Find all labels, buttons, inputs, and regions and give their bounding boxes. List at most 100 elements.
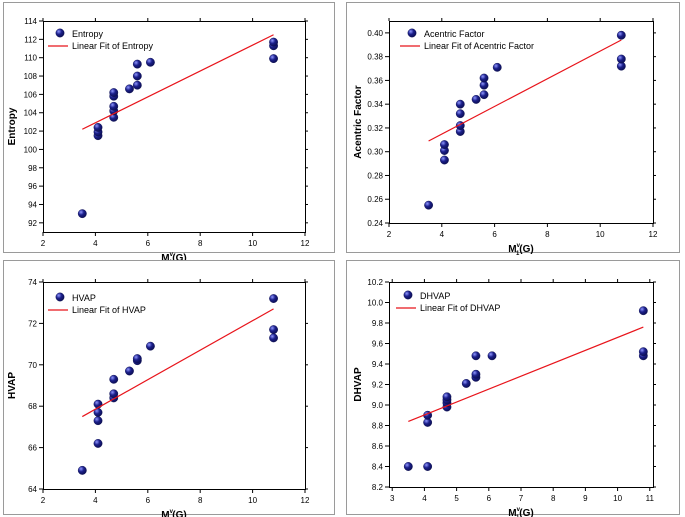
data-point xyxy=(109,374,119,384)
data-point xyxy=(109,88,119,97)
y-tick-label: 0.32 xyxy=(367,124,383,133)
x-tick-label: 11 xyxy=(646,494,655,503)
chart-panel-entropy: 2 4 6 8 10 12 92 94 96 98 100 102 104 106 108 110 112 114… xyxy=(3,2,335,266)
plot-area-border xyxy=(43,282,306,490)
y-tick-label: 8.2 xyxy=(372,483,384,492)
y-tick-label: 0.28 xyxy=(367,171,383,180)
x-tick-label: 6 xyxy=(492,230,497,239)
fit-line xyxy=(408,326,644,422)
x-tick-label: 6 xyxy=(146,496,151,505)
plot-area-border xyxy=(389,21,654,224)
y-tick-label: 94 xyxy=(28,200,37,209)
x-tick-label: 12 xyxy=(301,239,310,248)
fit-line xyxy=(82,34,274,130)
panel-frame xyxy=(3,2,335,253)
x-axis-label-suffix: (G) xyxy=(519,508,533,517)
data-point xyxy=(616,30,626,40)
legend-label-points: DHVAP xyxy=(420,291,450,301)
panel-frame xyxy=(3,260,335,515)
x-tick-label: 8 xyxy=(198,239,203,248)
y-tick-label: 72 xyxy=(28,319,37,328)
x-axis-label: Mv1(G) xyxy=(161,509,186,517)
data-point xyxy=(479,90,489,100)
data-point xyxy=(461,379,471,388)
x-axis-label-sub: 1 xyxy=(516,515,520,517)
x-tick-label: 9 xyxy=(583,494,588,503)
x-axis-label-suffix: (G) xyxy=(172,253,186,264)
x-tick-label: 4 xyxy=(422,494,427,503)
y-tick-label: 9.2 xyxy=(372,381,384,390)
y-tick-label: 98 xyxy=(28,164,37,173)
legend-label-fit: Linear Fit of Entropy xyxy=(72,41,154,51)
data-point xyxy=(125,366,134,376)
y-tick-label: 9.4 xyxy=(372,360,384,369)
panel-frame xyxy=(346,260,680,515)
y-tick-label: 70 xyxy=(28,361,37,370)
data-point xyxy=(423,462,433,471)
x-tick-label: 4 xyxy=(93,496,98,505)
y-tick-label: 9.0 xyxy=(372,401,384,410)
x-tick-label: 12 xyxy=(649,230,658,239)
legend-label-points: Acentric Factor xyxy=(424,29,485,39)
data-point xyxy=(442,392,452,402)
y-tick-label: 112 xyxy=(24,35,37,44)
chart-panel-dhvap: 3 4 5 6 7 8 9 10 11 8.2 8.4 8.6 8.8 9.0 9.2 9.4 9.6 9.8 10… xyxy=(346,260,680,517)
y-tick-label: 66 xyxy=(28,444,37,453)
data-point xyxy=(146,57,155,67)
legend-marker-points xyxy=(407,28,417,38)
x-axis-label-sup: v xyxy=(170,509,174,515)
x-axis-label-sub: 1 xyxy=(516,251,520,257)
y-tick-label: 0.30 xyxy=(367,148,383,157)
x-tick-label: 4 xyxy=(440,230,445,239)
data-point xyxy=(93,123,103,132)
y-tick-label: 108 xyxy=(24,72,38,81)
y-tick-label: 0.26 xyxy=(367,195,383,204)
panel-frame xyxy=(346,2,680,253)
y-tick-label: 106 xyxy=(24,90,38,99)
y-axis-label: Entropy xyxy=(7,107,18,145)
y-tick-label: 0.24 xyxy=(367,219,383,228)
data-point xyxy=(424,200,433,210)
data-point xyxy=(440,155,449,165)
x-tick-label: 8 xyxy=(551,494,556,503)
data-point xyxy=(638,306,648,316)
data-point xyxy=(269,54,278,64)
legend-label-fit: Linear Fit of DHVAP xyxy=(420,303,500,313)
x-tick-label: 12 xyxy=(301,496,310,505)
x-axis-label-suffix: (G) xyxy=(519,244,533,255)
legend-label-fit: Linear Fit of HVAP xyxy=(72,305,146,315)
x-tick-label: 10 xyxy=(248,239,257,248)
data-point xyxy=(440,140,449,149)
legend-marker-points xyxy=(403,290,413,300)
data-point xyxy=(479,73,489,83)
data-point xyxy=(616,54,626,64)
data-point xyxy=(132,59,142,69)
data-point xyxy=(77,209,87,219)
data-point xyxy=(125,84,134,94)
legend-label-points: HVAP xyxy=(72,293,96,303)
y-tick-label: 68 xyxy=(28,402,37,411)
data-point xyxy=(269,325,278,335)
y-tick-label: 0.36 xyxy=(367,76,383,85)
y-axis-label: Acentric Factor xyxy=(353,85,364,158)
x-tick-label: 10 xyxy=(596,230,605,239)
data-point xyxy=(471,95,481,104)
data-point xyxy=(146,341,155,351)
x-tick-label: 2 xyxy=(41,239,46,248)
y-tick-label: 74 xyxy=(28,278,37,287)
legend-label-fit: Linear Fit of Acentric Factor xyxy=(424,41,534,51)
data-point xyxy=(471,369,481,379)
legend-marker-points xyxy=(55,292,65,302)
fit-line xyxy=(428,39,622,142)
data-point xyxy=(492,62,502,72)
data-point xyxy=(269,37,278,47)
y-tick-label: 64 xyxy=(28,485,37,494)
y-tick-label: 0.38 xyxy=(367,53,383,62)
x-axis-label-suffix: (G) xyxy=(172,510,186,517)
x-tick-label: 6 xyxy=(146,239,151,248)
y-tick-label: 92 xyxy=(28,219,37,228)
data-point xyxy=(109,389,119,399)
y-tick-label: 114 xyxy=(24,17,37,26)
x-tick-label: 4 xyxy=(93,239,98,248)
